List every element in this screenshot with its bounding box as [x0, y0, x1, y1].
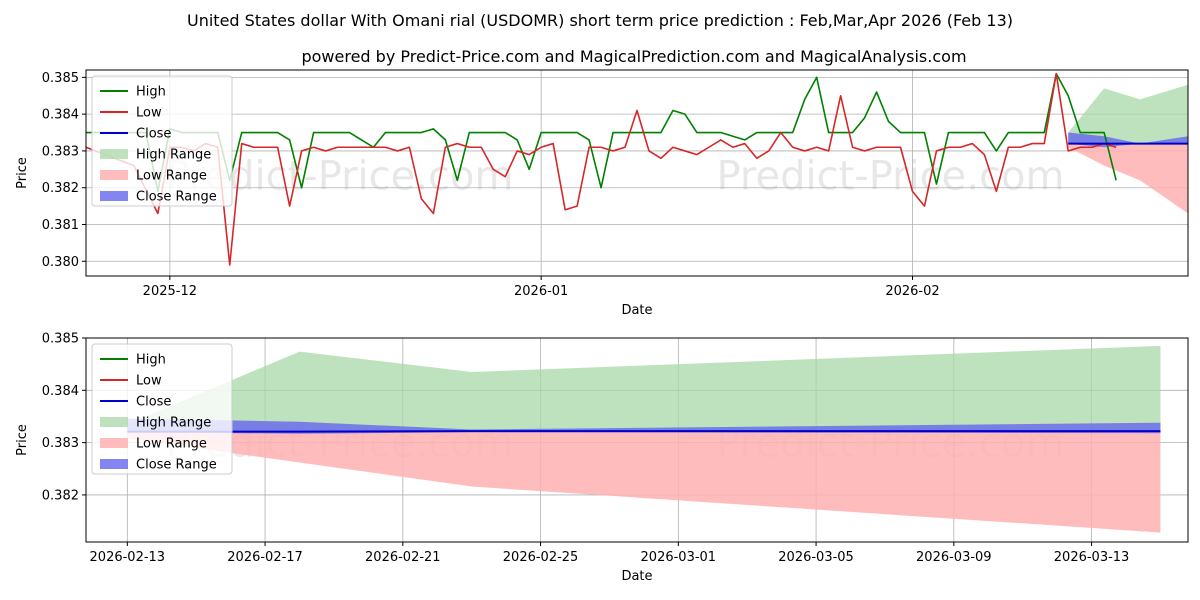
- x-tick-label: 2026-02-13: [90, 550, 166, 565]
- plot-area: [86, 72, 1188, 266]
- legend: High Low Close High Range Low Range Close Ran…: [91, 343, 233, 475]
- panel-overview: Predict-Price.com Predict-Price.com2025-1…: [15, 69, 1189, 318]
- panel-forecast: Predict-Price.comPredict-Price.com2026-0…: [15, 332, 1189, 584]
- y-tick-label: 0.380: [42, 255, 79, 270]
- x-tick-label: 2026-01: [514, 284, 568, 299]
- low-range-band: [1068, 143, 1188, 214]
- legend-entry: Low Range: [136, 437, 207, 452]
- x-tick-label: 2026-03-13: [1054, 550, 1130, 565]
- legend-swatch: [100, 417, 128, 427]
- legend-entry: Close Range: [136, 458, 217, 473]
- legend-swatch: [100, 191, 128, 201]
- chart-title: United States dollar With Omani rial (US…: [187, 11, 1013, 30]
- y-axis-label: Price: [15, 424, 30, 456]
- legend-entry: Close Range: [136, 190, 217, 205]
- y-tick-label: 0.385: [42, 71, 79, 86]
- y-tick-label: 0.384: [42, 108, 79, 123]
- legend-entry: Low: [136, 106, 162, 121]
- x-tick-label: 2026-02: [885, 284, 939, 299]
- y-axis-label: Price: [15, 157, 30, 189]
- high-range-band: [127, 345, 1161, 432]
- x-tick-label: 2026-02-21: [365, 550, 441, 565]
- chart-subtitle: powered by Predict-Price.com and Magical…: [301, 47, 966, 66]
- legend-entry: Close: [136, 127, 171, 142]
- close-range-band: [127, 418, 1161, 434]
- legend-entry: High: [136, 353, 166, 368]
- axes-frame: [85, 337, 1189, 543]
- legend: High Low Close High Range Low Range Close Ran…: [91, 75, 233, 207]
- x-axis-label: Date: [621, 303, 652, 318]
- legend-entry: Close: [136, 395, 171, 410]
- x-tick-label: 2026-03-05: [778, 550, 854, 565]
- low-series-line: [86, 72, 1117, 266]
- x-tick-label: 2025-12: [143, 284, 197, 299]
- legend-entry: High Range: [136, 416, 211, 431]
- plot-area: [127, 345, 1161, 533]
- legend-entry: High Range: [136, 148, 211, 163]
- legend-entry: Low Range: [136, 169, 207, 184]
- x-tick-label: 2026-03-01: [641, 550, 717, 565]
- y-tick-label: 0.382: [42, 181, 79, 196]
- x-axis-label: Date: [621, 569, 652, 584]
- y-tick-label: 0.384: [42, 384, 79, 399]
- legend-swatch: [100, 459, 128, 469]
- y-tick-label: 0.382: [42, 488, 79, 503]
- close-series-line: [127, 430, 1161, 433]
- y-tick-label: 0.381: [42, 218, 79, 233]
- legend-swatch: [100, 438, 128, 448]
- low-range-band: [127, 431, 1161, 533]
- x-tick-label: 2026-03-09: [916, 550, 992, 565]
- high-range-band: [1068, 84, 1188, 144]
- watermark: Predict-Price.com: [716, 153, 1064, 199]
- y-tick-label: 0.385: [42, 332, 79, 347]
- legend-entry: High: [136, 85, 166, 100]
- legend-swatch: [100, 170, 128, 180]
- x-tick-label: 2026-02-25: [503, 550, 579, 565]
- legend-entry: Low: [136, 374, 162, 389]
- x-tick-label: 2026-02-17: [227, 550, 303, 565]
- legend-swatch: [100, 149, 128, 159]
- y-tick-label: 0.383: [42, 436, 79, 451]
- y-tick-label: 0.383: [42, 144, 79, 159]
- axes-frame: [85, 69, 1189, 277]
